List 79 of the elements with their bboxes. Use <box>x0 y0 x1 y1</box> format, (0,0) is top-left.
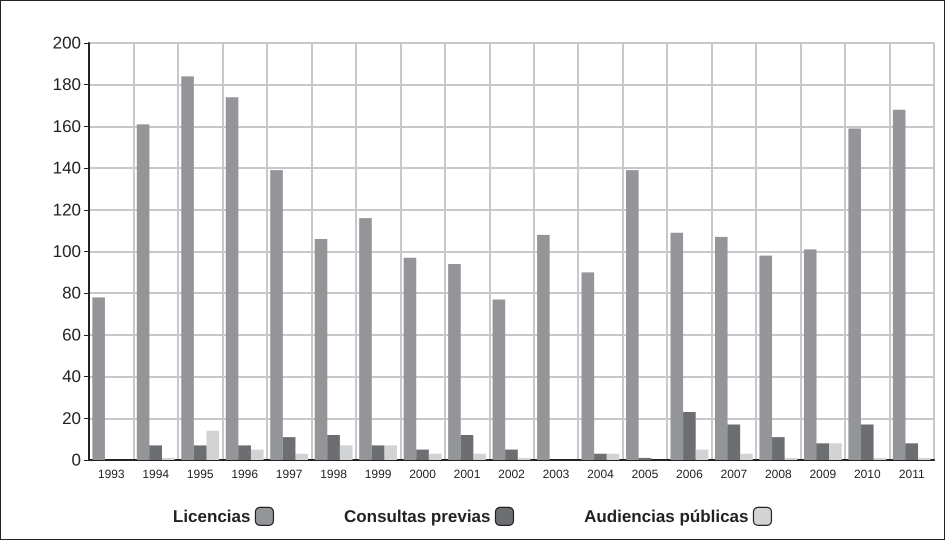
bar <box>270 170 283 460</box>
bar <box>327 434 340 460</box>
bar <box>905 443 918 460</box>
bar <box>238 445 251 460</box>
bar <box>226 97 238 460</box>
y-tick-label: 40 <box>62 367 81 386</box>
bar <box>740 454 753 460</box>
bar <box>714 236 728 460</box>
bar <box>892 110 906 460</box>
x-tick-label: 2001 <box>454 467 481 481</box>
bar <box>759 256 772 460</box>
bar <box>848 128 861 460</box>
x-tick-label: 2006 <box>676 467 704 481</box>
bar <box>492 299 506 460</box>
legend-label: Consultas previas <box>344 506 490 526</box>
x-tick-label: 1998 <box>320 467 348 481</box>
bar <box>314 238 328 460</box>
bar <box>683 412 696 460</box>
bar <box>250 450 264 460</box>
bar <box>282 437 296 460</box>
bar <box>670 232 684 460</box>
x-tick-label: 1996 <box>231 467 258 481</box>
x-tick-label: 1999 <box>364 467 392 481</box>
y-tick-label: 100 <box>52 242 81 261</box>
bar <box>816 443 830 460</box>
bar <box>626 170 639 460</box>
x-tick-label: 2004 <box>587 467 614 481</box>
bar <box>92 297 105 460</box>
bar <box>206 430 220 460</box>
y-tick-label: 140 <box>52 158 81 178</box>
bar <box>136 124 150 460</box>
bar <box>359 218 372 460</box>
x-tick-label: 2010 <box>854 467 881 481</box>
bar <box>194 445 206 460</box>
bar <box>728 424 740 460</box>
y-tick-label: 120 <box>52 200 81 220</box>
x-tick-label: 2008 <box>764 467 792 481</box>
x-tick-label: 2002 <box>498 467 526 481</box>
bar <box>505 450 518 460</box>
y-tick-label: 200 <box>52 34 81 52</box>
bar <box>448 264 461 460</box>
bar <box>772 437 785 460</box>
bar <box>340 445 353 460</box>
bar <box>594 454 607 460</box>
x-tick-label: 2007 <box>720 467 748 481</box>
legend-label: Audiencias públicas <box>584 506 748 526</box>
bar <box>696 450 708 460</box>
x-tick-label: 1997 <box>276 467 303 481</box>
bar <box>860 424 874 460</box>
y-tick-label: 60 <box>62 325 81 344</box>
bar <box>181 76 194 460</box>
bar <box>416 450 429 460</box>
bar <box>428 454 442 460</box>
x-tick-label: 2003 <box>542 467 570 481</box>
bar <box>460 434 474 460</box>
bar <box>473 454 486 460</box>
bar <box>804 249 817 460</box>
x-tick-label: 2005 <box>632 467 659 481</box>
x-tick-label: 2009 <box>809 467 836 481</box>
x-tick-label: 2011 <box>898 467 925 481</box>
x-tick-label: 2000 <box>409 467 436 481</box>
bar <box>372 445 384 460</box>
x-tick-label: 1995 <box>186 467 214 481</box>
bar <box>149 445 162 460</box>
bar <box>582 272 594 460</box>
x-tick-label: 1993 <box>98 467 125 481</box>
y-tick-label: 180 <box>52 75 81 94</box>
y-tick-label: 80 <box>62 284 81 303</box>
y-tick-label: 0 <box>72 450 81 470</box>
bar <box>606 454 620 460</box>
bar <box>295 454 308 460</box>
bar <box>404 258 416 460</box>
bar <box>829 443 842 460</box>
y-tick-label: 160 <box>52 116 81 136</box>
y-tick-label: 20 <box>62 408 81 428</box>
legend-label: Licencias <box>172 506 250 526</box>
bar <box>537 234 550 460</box>
bar <box>384 445 397 460</box>
x-tick-label: 1994 <box>142 467 170 481</box>
